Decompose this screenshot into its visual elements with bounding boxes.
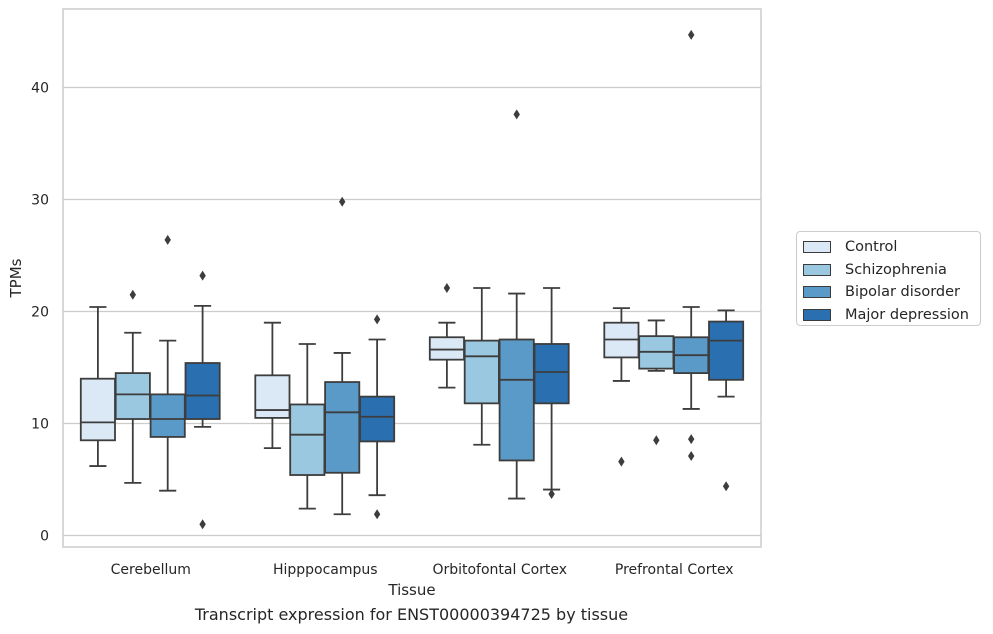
box-body	[533, 343, 570, 405]
box-body	[289, 403, 326, 476]
x-tick-labels: Cerebellum Hipppocampus Orbitofontal Corte…	[111, 562, 734, 578]
plot-area	[62, 8, 762, 548]
legend-swatch	[803, 308, 831, 321]
x-axis-label: Tissue	[387, 581, 435, 599]
legend-swatch	[803, 263, 831, 276]
box-body	[428, 336, 465, 361]
box-group	[708, 309, 745, 492]
legend-item-control: Control	[803, 236, 980, 259]
figure-caption: Transcript expression for ENST0000039472…	[194, 605, 629, 624]
legend-label: Control	[845, 239, 898, 256]
outlier-point	[373, 509, 381, 520]
outlier-point	[373, 314, 381, 325]
outlier-point	[688, 450, 695, 461]
box-body	[184, 362, 221, 420]
x-tick-label: Hipppocampus	[273, 562, 378, 578]
box-group	[289, 343, 326, 510]
y-tick-label: 30	[31, 193, 49, 209]
box-body	[463, 339, 500, 405]
legend-label: Bipolar disorder	[845, 284, 960, 301]
outlier-point	[653, 435, 660, 446]
boxes-layer	[79, 29, 745, 530]
box-group	[533, 287, 570, 500]
box-group	[359, 314, 396, 520]
outlier-point	[164, 234, 171, 245]
x-tick-label: Prefrontal Cortex	[615, 562, 734, 578]
outlier-point	[618, 456, 625, 467]
outlier-point	[199, 270, 206, 281]
legend-label: Major depression	[845, 306, 969, 323]
legend-item-bipolar-disorder: Bipolar disorder	[803, 281, 980, 304]
box-body	[708, 320, 745, 381]
box-group	[114, 289, 151, 484]
legend-item-schizophrenia: Schizophrenia	[803, 259, 980, 282]
outlier-point	[199, 519, 206, 530]
y-tick-label: 40	[31, 81, 49, 97]
legend: Control Schizophrenia Bipolar disorder M…	[796, 231, 981, 326]
y-tick-label: 20	[31, 305, 49, 321]
outlier-point	[513, 109, 520, 120]
outlier-point	[688, 29, 695, 40]
box-group	[498, 109, 535, 500]
box-group	[184, 270, 221, 530]
box-body	[149, 393, 186, 438]
box-group	[638, 319, 675, 446]
legend-swatch	[803, 241, 831, 254]
outlier-point	[339, 196, 346, 207]
outlier-point	[722, 481, 730, 492]
y-tick-label: 0	[40, 529, 49, 545]
outlier-point	[129, 289, 136, 300]
outlier-point	[443, 282, 451, 293]
box-group	[463, 287, 500, 446]
y-tick-labels: 0 10 20 30 40	[31, 81, 49, 545]
x-tick-label: Orbitofontal Cortex	[432, 562, 567, 578]
legend-label: Schizophrenia	[845, 261, 947, 278]
box-group	[673, 29, 710, 461]
box-group	[603, 307, 640, 467]
y-tick-label: 10	[31, 417, 49, 433]
legend-swatch	[803, 286, 831, 299]
outlier-point	[688, 434, 695, 445]
outlier-point	[548, 489, 555, 500]
box-group	[428, 282, 465, 389]
box-body	[359, 395, 396, 443]
box-body	[254, 374, 291, 419]
box-body	[324, 381, 361, 474]
box-group	[254, 321, 291, 450]
y-axis-label: TPMs	[7, 258, 25, 298]
box-body	[114, 372, 151, 420]
legend-item-major-depression: Major depression	[803, 304, 980, 327]
box-body	[79, 377, 116, 442]
box-body	[498, 338, 535, 462]
x-tick-label: Cerebellum	[111, 562, 191, 578]
